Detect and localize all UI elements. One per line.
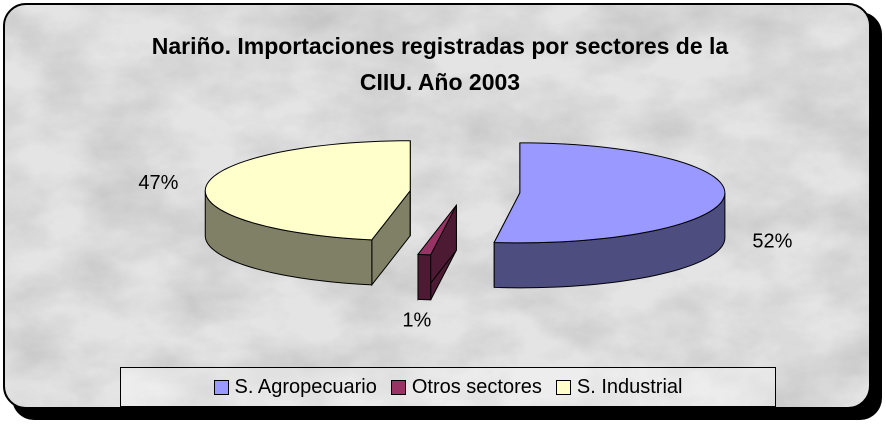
legend-item: Otros sectores bbox=[390, 375, 542, 399]
legend-item: S. Industrial bbox=[555, 375, 683, 399]
marble-texture bbox=[5, 5, 869, 407]
pie bbox=[204, 140, 726, 301]
data-label: 52% bbox=[752, 231, 792, 253]
data-label: 1% bbox=[402, 310, 431, 332]
slice bbox=[204, 140, 411, 241]
slice-side bbox=[417, 253, 432, 301]
legend-swatch bbox=[390, 379, 406, 395]
legend-swatch bbox=[213, 379, 229, 395]
legend-label: Otros sectores bbox=[411, 375, 542, 398]
data-label: 47% bbox=[138, 172, 178, 194]
legend-item: S. Agropecuario bbox=[213, 375, 377, 399]
legend: S. Agropecuario Otros sectores S. Industri… bbox=[120, 367, 776, 407]
legend-label: S. Industrial bbox=[576, 375, 683, 398]
legend-swatch bbox=[555, 379, 571, 395]
chart-title: Nariño. Importaciones registradas por se… bbox=[151, 33, 729, 95]
slice bbox=[493, 142, 726, 244]
legend-label: S. Agropecuario bbox=[234, 375, 377, 398]
slice bbox=[416, 204, 457, 256]
